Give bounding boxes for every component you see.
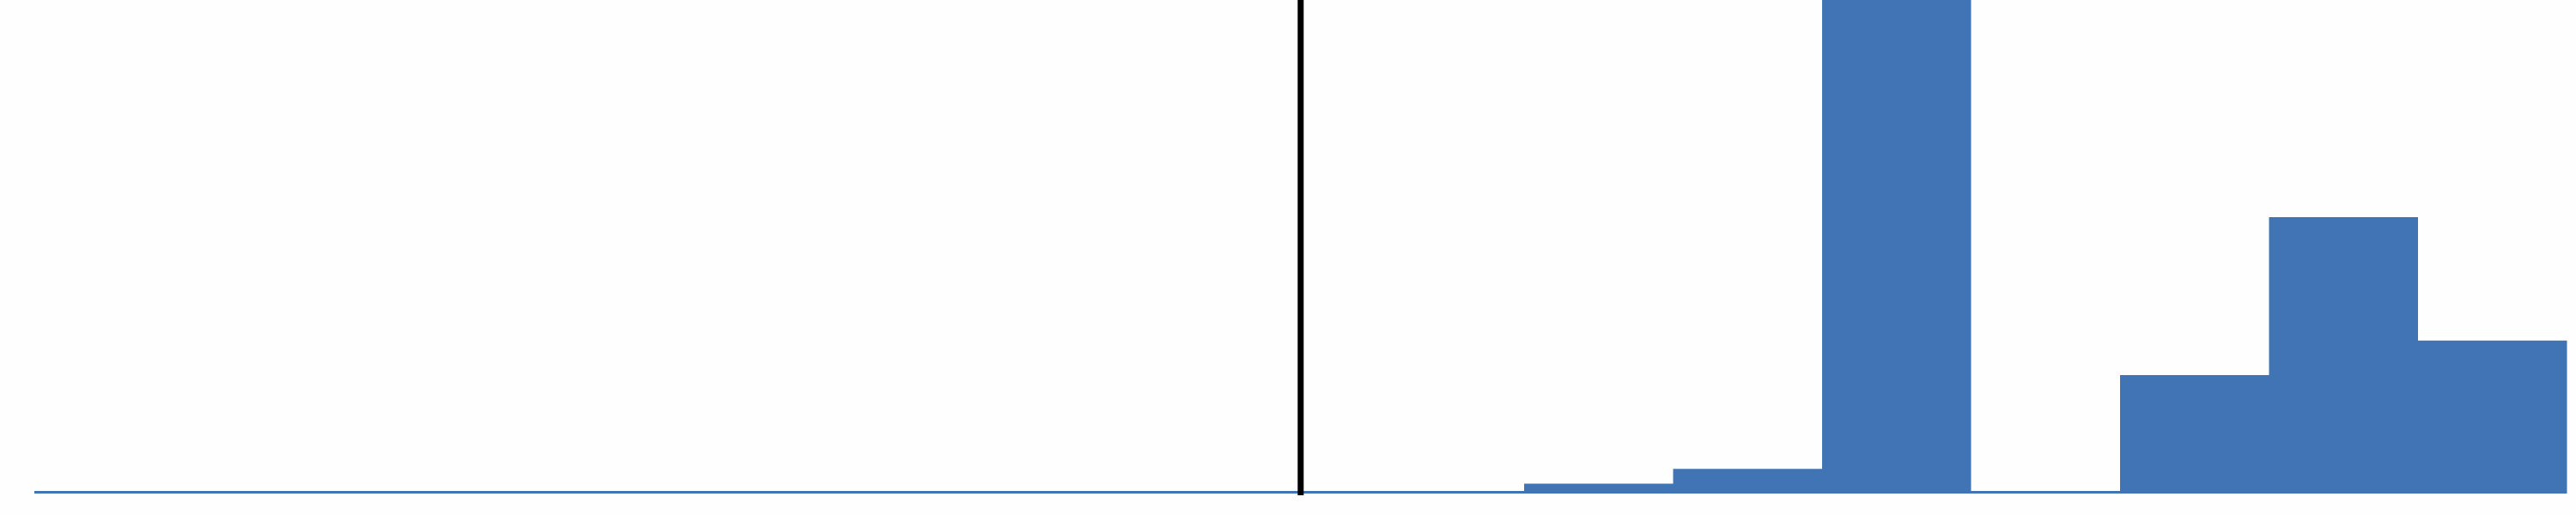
bar-12: [1822, 0, 1971, 494]
bar-3: [481, 491, 630, 494]
bar-7: [1077, 491, 1226, 494]
bar-2: [332, 491, 482, 494]
bar-15: [2269, 217, 2418, 494]
bar-6: [928, 491, 1078, 494]
bar-14: [2120, 375, 2269, 494]
bar-4: [630, 491, 780, 494]
bar-13: [1971, 491, 2120, 494]
bar-1: [183, 491, 332, 494]
bar-10: [1524, 483, 1674, 494]
bar-9: [1375, 491, 1524, 494]
bar-5: [779, 491, 928, 494]
bar-0: [34, 491, 184, 494]
bars-group: [34, 0, 2567, 494]
bar-16: [2418, 340, 2567, 494]
bar-11: [1673, 469, 1822, 494]
